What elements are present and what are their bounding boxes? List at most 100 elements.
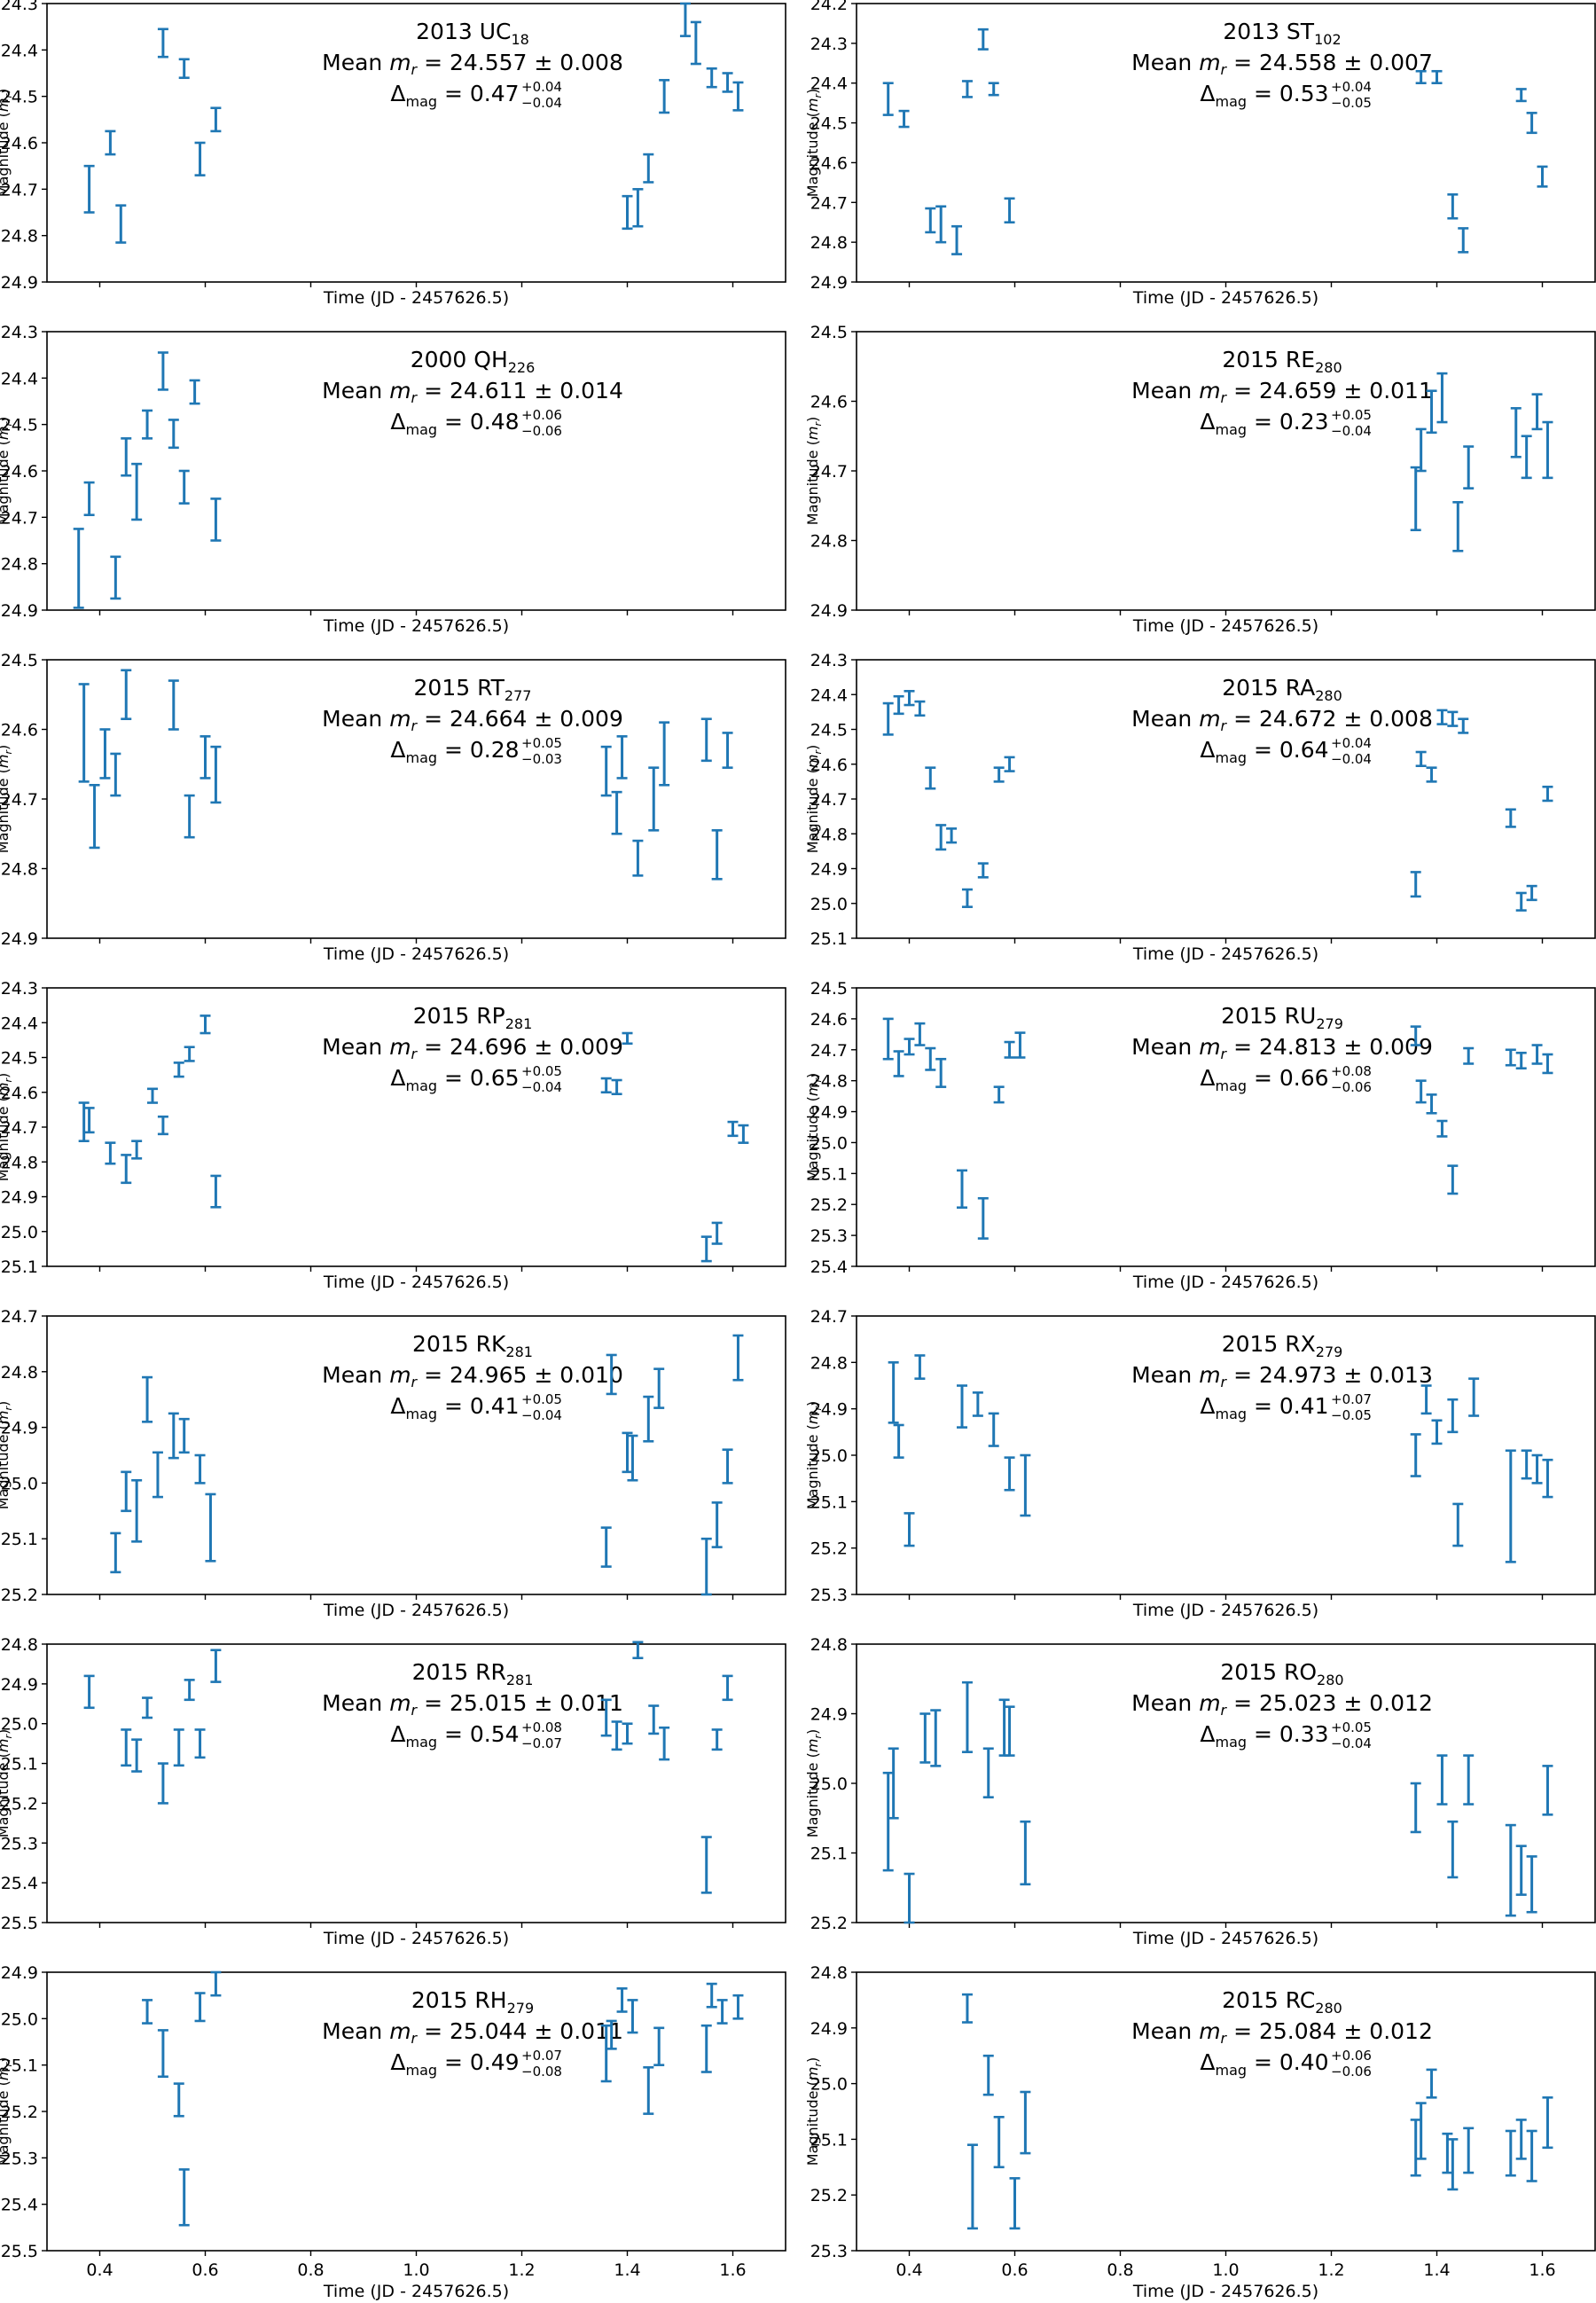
x-tick-label: 1.4 (1423, 2260, 1450, 2280)
x-tick-label: 0.6 (1001, 2260, 1028, 2280)
y-tick-label: 24.9 (810, 1400, 848, 1420)
y-tick-label: 25.2 (810, 1195, 848, 1215)
x-tick-label: 0.4 (896, 2260, 922, 2280)
y-tick-label: 24.7 (810, 1041, 848, 1061)
y-tick-label: 25.1 (1, 1530, 38, 1549)
y-axis-label: Magnitude (mr) (804, 1729, 824, 1837)
y-tick-label: 24.7 (810, 1307, 848, 1327)
delta-magnitude: Δmag = 0.41 (390, 1393, 519, 1422)
delta-magnitude: Δmag = 0.41 (1200, 1393, 1328, 1422)
y-tick-label: 24.5 (810, 114, 848, 134)
y-tick-label: 24.8 (810, 1963, 848, 1983)
delta-lower-error: −0.04 (1331, 1735, 1372, 1751)
y-tick-label: 25.4 (1, 2196, 38, 2215)
x-axis-label: Time (JD - 2457626.5) (1132, 1929, 1318, 1948)
y-tick-label: 25.5 (1, 1914, 38, 1933)
delta-lower-error: −0.05 (1331, 1407, 1372, 1423)
y-tick-label: 25.3 (1, 2149, 38, 2168)
delta-magnitude: Δmag = 0.64 (1200, 737, 1328, 766)
plot-frame (856, 3, 1596, 283)
y-axis-label: Magnitude (mr) (0, 89, 14, 197)
y-tick-label: 24.9 (1, 1419, 38, 1438)
plot-frame (46, 331, 786, 611)
mean-magnitude: Mean mr = 25.015 ± 0.011 (322, 1690, 623, 1719)
object-name: 2015 RC280 (1222, 1987, 1342, 2017)
x-axis-label: Time (JD - 2457626.5) (323, 2282, 509, 2301)
y-tick-label: 24.8 (810, 1353, 848, 1373)
y-tick-label: 24.3 (1, 0, 38, 14)
y-tick-label: 25.2 (810, 1539, 848, 1559)
y-tick-label: 24.9 (810, 2019, 848, 2039)
y-tick-label: 24.8 (1, 227, 38, 247)
y-tick-label: 25.2 (810, 2186, 848, 2205)
y-tick-label: 24.7 (1, 180, 38, 200)
y-tick-label: 25.3 (810, 1226, 848, 1246)
delta-magnitude: Δmag = 0.53 (1200, 81, 1328, 110)
delta-magnitude: Δmag = 0.33 (1200, 1721, 1328, 1751)
object-name: 2013 ST102 (1223, 19, 1341, 48)
y-tick-label: 24.8 (810, 532, 848, 552)
delta-lower-error: −0.05 (1331, 95, 1372, 111)
delta-magnitude: Δmag = 0.54 (390, 1721, 519, 1751)
plot-frame (856, 1315, 1596, 1595)
delta-lower-error: −0.06 (1331, 1079, 1372, 1095)
mean-magnitude: Mean mr = 24.611 ± 0.014 (322, 378, 623, 406)
x-tick-label: 1.6 (1529, 2260, 1555, 2280)
y-tick-label: 24.3 (810, 651, 848, 670)
y-tick-label: 24.6 (810, 1010, 848, 1030)
x-axis-label: Time (JD - 2457626.5) (323, 1929, 509, 1948)
object-name: 2015 RA280 (1222, 675, 1342, 704)
y-tick-label: 25.0 (810, 1774, 848, 1794)
delta-upper-error: +0.04 (1331, 735, 1372, 751)
y-axis-label: Magnitude (mr) (804, 745, 824, 853)
delta-lower-error: −0.04 (1331, 751, 1372, 767)
y-tick-label: 25.2 (1, 1794, 38, 1813)
y-tick-label: 25.1 (810, 1492, 848, 1512)
delta-magnitude: Δmag = 0.40 (1200, 2049, 1328, 2079)
y-tick-label: 24.8 (1, 1635, 38, 1655)
mean-magnitude: Mean mr = 24.558 ± 0.007 (1131, 50, 1433, 78)
object-name: 2015 RR281 (412, 1659, 534, 1688)
y-tick-label: 25.0 (1, 1715, 38, 1735)
x-axis-label: Time (JD - 2457626.5) (1132, 288, 1318, 308)
y-tick-label: 24.6 (1, 1084, 38, 1103)
delta-upper-error: +0.07 (1331, 1391, 1372, 1407)
delta-upper-error: +0.04 (521, 79, 562, 95)
x-tick-label: 1.6 (719, 2260, 746, 2280)
y-tick-label: 24.9 (1, 1188, 38, 1208)
y-axis-label: Magnitude (mr) (0, 417, 14, 525)
y-tick-label: 24.8 (1, 1153, 38, 1172)
plot-frame (46, 987, 786, 1267)
x-tick-label: 1.4 (614, 2260, 640, 2280)
y-tick-label: 24.3 (1, 979, 38, 999)
y-tick-label: 25.2 (1, 2103, 38, 2122)
y-tick-label: 25.0 (1, 2009, 38, 2029)
y-tick-label: 24.9 (810, 1103, 848, 1123)
y-tick-label: 24.7 (1, 508, 38, 528)
mean-magnitude: Mean mr = 24.664 ± 0.009 (322, 706, 623, 734)
y-tick-label: 24.8 (810, 233, 848, 253)
y-tick-label: 24.8 (1, 555, 38, 575)
y-tick-label: 25.0 (810, 1446, 848, 1466)
y-axis-label: Magnitude (mr) (804, 2057, 824, 2166)
y-tick-label: 24.8 (810, 825, 848, 844)
y-tick-label: 24.9 (810, 1705, 848, 1725)
y-tick-label: 25.4 (810, 1257, 848, 1277)
y-tick-label: 25.1 (810, 1164, 848, 1184)
y-tick-label: 24.9 (1, 273, 38, 293)
x-tick-label: 0.8 (1107, 2260, 1133, 2280)
y-tick-label: 24.9 (1, 601, 38, 621)
y-tick-label: 24.4 (1, 41, 38, 60)
delta-lower-error: −0.04 (521, 1079, 562, 1095)
delta-upper-error: +0.06 (521, 407, 562, 423)
x-axis-label: Time (JD - 2457626.5) (323, 944, 509, 964)
y-tick-label: 24.6 (1, 134, 38, 153)
y-tick-label: 25.1 (810, 2130, 848, 2150)
x-tick-label: 0.6 (192, 2260, 218, 2280)
mean-magnitude: Mean mr = 24.672 ± 0.008 (1131, 706, 1433, 734)
x-axis-label: Time (JD - 2457626.5) (1132, 616, 1318, 636)
x-tick-label: 1.0 (1212, 2260, 1239, 2280)
delta-upper-error: +0.05 (1331, 1719, 1372, 1735)
object-name: 2015 RK281 (412, 1331, 533, 1360)
delta-lower-error: −0.06 (521, 423, 562, 439)
